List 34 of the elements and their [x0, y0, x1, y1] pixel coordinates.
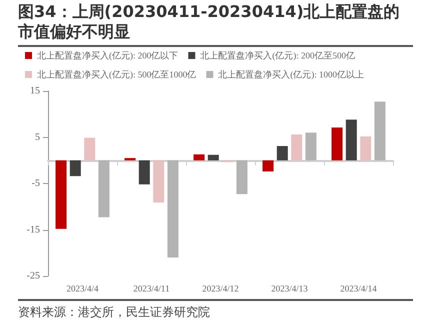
x-tick-label: 2023/4/12: [202, 284, 239, 294]
chart-title: 图34：上周(20230411-20230414)北上配置盘的市值偏好不明显: [18, 2, 413, 47]
bar: [153, 160, 164, 202]
y-tick-label: -25: [26, 270, 40, 282]
bar: [305, 132, 316, 160]
bar: [56, 160, 67, 229]
legend-label: 北上配置盘净买入(亿元): 200亿以下: [37, 50, 178, 60]
bar: [360, 136, 372, 160]
bar: [70, 160, 81, 176]
x-tick-label: 2023/4/13: [271, 284, 308, 294]
bar: [194, 154, 205, 160]
x-tick-label: 2023/4/11: [133, 284, 170, 294]
y-tick-label: -15: [26, 224, 40, 236]
y-tick-label: 5: [35, 132, 40, 143]
x-tick-label: 2023/4/14: [340, 284, 378, 294]
legend-label: 北上配置盘净买入(亿元): 1000亿以上: [218, 70, 364, 80]
bar: [84, 138, 96, 160]
legend-label: 北上配置盘净买入(亿元): 200亿至500亿: [200, 50, 355, 60]
bar: [276, 146, 288, 160]
bar: [138, 160, 150, 184]
text: 资料来源：港交所，民生证券研究院: [18, 299, 413, 321]
bar: [346, 120, 357, 160]
bar: [262, 160, 274, 172]
bar: [291, 134, 302, 160]
y-tick-label: 15: [30, 86, 40, 96]
y-tick-label: -5: [32, 178, 40, 189]
bar: [332, 128, 343, 160]
legend-label: 北上配置盘净买入(亿元): 500亿至1000亿: [37, 70, 196, 80]
x-tick-label: 2023/4/4: [66, 284, 99, 294]
bar: [374, 102, 386, 160]
bar: [98, 160, 110, 218]
bar: [208, 154, 219, 160]
bar: [167, 160, 178, 258]
bar: [236, 160, 248, 194]
